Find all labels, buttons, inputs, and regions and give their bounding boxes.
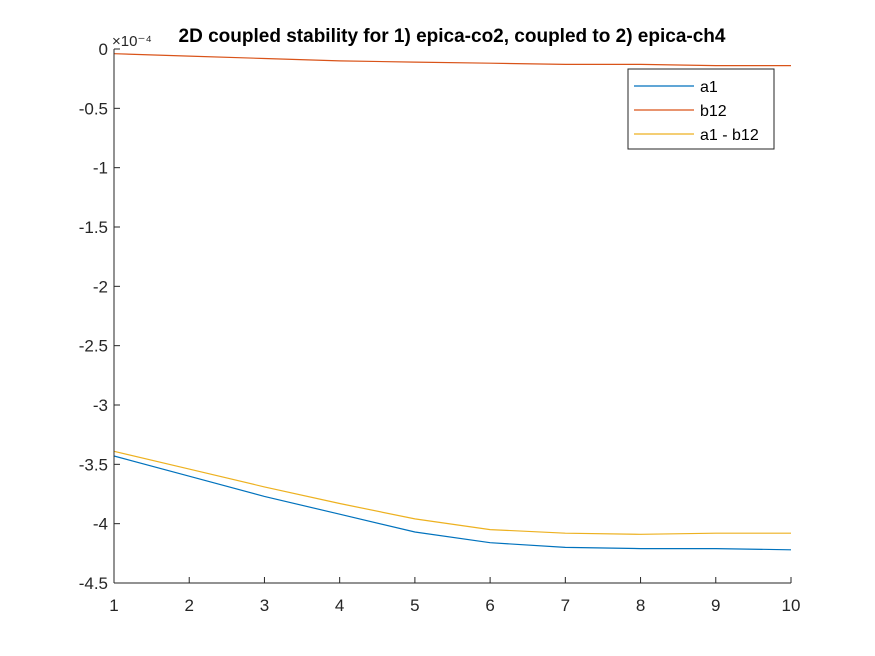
x-tick-label: 1 — [109, 596, 118, 615]
y-tick-label: 0 — [99, 40, 108, 59]
legend: a1 b12 a1 - b12 — [627, 68, 775, 150]
y-tick-label: -4.5 — [79, 574, 108, 593]
y-exponent-label: ×10⁻⁴ — [112, 33, 152, 50]
series-line-2 — [113, 53, 791, 67]
x-tick-label: 6 — [485, 596, 494, 615]
y-tick-label: -2.5 — [79, 337, 108, 356]
legend-label-3: a1 - b12 — [700, 127, 759, 144]
x-tick-label: 7 — [561, 596, 570, 615]
legend-box — [627, 68, 775, 150]
y-tick-label: -0.5 — [79, 99, 108, 118]
y-tick-layer: 0 -0.5 -1 -1.5 -2 -2.5 -3 -3.5 -4 -4.5 — [79, 40, 120, 593]
x-tick-label: 3 — [260, 596, 269, 615]
x-tick-label: 2 — [184, 596, 193, 615]
x-tick-label: 10 — [782, 596, 801, 615]
chart-title: 2D coupled stability for 1) epica-co2, c… — [179, 26, 726, 47]
y-tick-label: -2 — [93, 277, 108, 296]
x-tick-label: 9 — [711, 596, 720, 615]
y-tick-label: -3.5 — [79, 455, 108, 474]
y-tick-label: -1.5 — [79, 218, 108, 237]
legend-label-1: a1 — [700, 79, 718, 96]
x-tick-layer: 1 2 3 4 5 6 7 8 9 10 — [109, 577, 800, 615]
x-tick-label: 5 — [410, 596, 419, 615]
x-tick-label: 8 — [636, 596, 645, 615]
y-tick-label: -4 — [93, 515, 108, 534]
series-line-3 — [113, 450, 791, 535]
x-tick-label: 4 — [335, 596, 344, 615]
series-layer — [113, 53, 792, 551]
series-line-1 — [113, 455, 792, 551]
axes-layer — [113, 49, 791, 584]
y-tick-label: -3 — [93, 396, 108, 415]
y-tick-label: -1 — [93, 159, 108, 178]
legend-label-2: b12 — [700, 103, 727, 120]
